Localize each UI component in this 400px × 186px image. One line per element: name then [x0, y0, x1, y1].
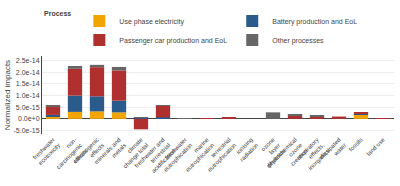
- svg-text:dissipatedwater: dissipatedwater: [318, 137, 347, 166]
- svg-text:fossils: fossils: [348, 137, 364, 153]
- svg-text:terrestrialeutrophication: terrestrialeutrophication: [201, 137, 237, 173]
- svg-text:-5.0e-15: -5.0e-15: [14, 127, 40, 134]
- svg-text:Other processes: Other processes: [272, 37, 324, 45]
- svg-text:Use phase electricity: Use phase electricity: [119, 18, 184, 26]
- svg-text:0.0e+0: 0.0e+0: [18, 115, 40, 122]
- svg-text:Normalized impacts: Normalized impacts: [3, 60, 12, 130]
- svg-text:freshwatereutrophication: freshwatereutrophication: [157, 137, 193, 173]
- svg-text:Process: Process: [44, 10, 71, 17]
- svg-text:freshwaterecotoxicity: freshwaterecotoxicity: [32, 137, 62, 167]
- svg-text:Battery production and EoL: Battery production and EoL: [272, 18, 357, 26]
- svg-text:2.0e-14: 2.0e-14: [16, 69, 40, 76]
- svg-text:respiratoryeffects,inorganics: respiratoryeffects,inorganics: [296, 136, 332, 172]
- svg-text:minerals andmetals: minerals andmetals: [93, 137, 127, 171]
- svg-text:carcinogeniceffects: carcinogeniceffects: [72, 137, 106, 171]
- svg-text:Passenger car production and E: Passenger car production and EoL: [119, 37, 227, 45]
- svg-text:climatechange total: climatechange total: [116, 136, 149, 169]
- svg-text:ionisingradiation: ionisingradiation: [233, 137, 259, 163]
- svg-text:2.5e-14: 2.5e-14: [16, 57, 40, 64]
- svg-text:1.5e-14: 1.5e-14: [16, 80, 40, 87]
- svg-text:non-carcinogeniceffects: non-carcinogeniceffects: [50, 137, 89, 176]
- svg-text:marineeutrophication: marineeutrophication: [179, 136, 216, 173]
- svg-text:freshwater andterrestrialacidi: freshwater andterrestrialacidification: [134, 137, 177, 180]
- svg-text:5.0e-15: 5.0e-15: [16, 104, 40, 111]
- svg-text:ozonelayerdepletion: ozonelayerdepletion: [254, 136, 287, 169]
- svg-text:land use: land use: [366, 136, 387, 157]
- svg-text:1.0e-14: 1.0e-14: [16, 92, 40, 99]
- svg-text:photochemicalozonecreation: photochemicalozonecreation: [266, 136, 309, 179]
